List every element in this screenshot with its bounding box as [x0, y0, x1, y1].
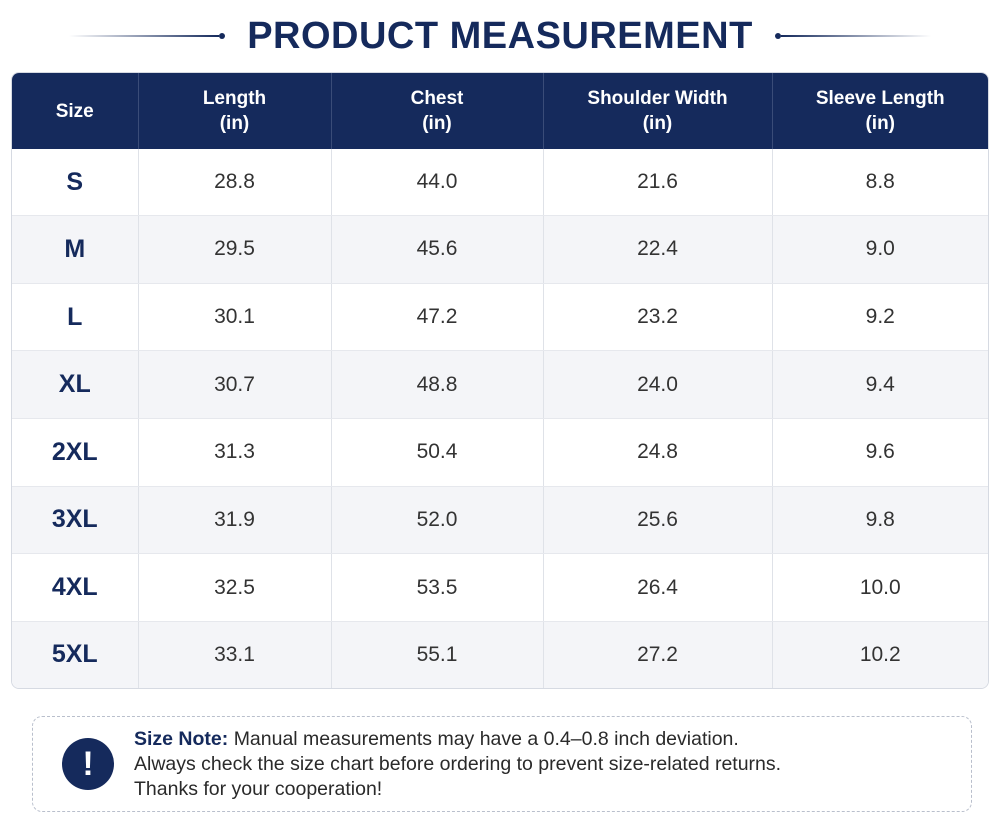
- measurement-cell: 9.4: [772, 350, 988, 419]
- size-note-box: ! Size Note: Manual measurements may hav…: [32, 716, 972, 812]
- title-decoration-left: [69, 33, 226, 39]
- measurement-table: Size Length (in) Chest (in) Shoulder Width (in…: [11, 72, 989, 689]
- measurement-cell: 9.2: [772, 283, 988, 352]
- measurement-cell: 29.5: [138, 215, 332, 284]
- column-header-unit: (in): [422, 113, 452, 134]
- table-row: 2XL 31.3 50.4 24.8 9.6: [12, 418, 988, 487]
- size-cell: 4XL: [12, 553, 139, 622]
- size-note-line-1-text: Manual measurements may have a 0.4–0.8 i…: [233, 727, 739, 750]
- measurement-cell: 55.1: [331, 621, 544, 688]
- measurement-cell: 32.5: [138, 553, 332, 622]
- page-title: PRODUCT MEASUREMENT: [247, 14, 753, 57]
- measurement-cell: 27.2: [543, 621, 773, 688]
- measurement-cell: 50.4: [331, 418, 544, 487]
- size-cell: M: [12, 215, 139, 284]
- measurement-cell: 31.9: [138, 486, 332, 555]
- measurement-cell: 24.0: [543, 350, 773, 419]
- measurement-cell: 31.3: [138, 418, 332, 487]
- size-note-line-1: Size Note: Manual measurements may have …: [134, 727, 781, 752]
- exclamation-icon: !: [62, 738, 114, 790]
- column-header: Chest (in): [331, 73, 544, 149]
- measurement-cell: 8.8: [772, 149, 988, 217]
- column-header-label: Chest: [410, 88, 464, 109]
- table-row: L 30.1 47.2 23.2 9.2: [12, 283, 988, 352]
- size-cell: L: [12, 283, 139, 352]
- measurement-cell: 10.2: [772, 621, 988, 688]
- measurement-cell: 9.6: [772, 418, 988, 487]
- table-row: M 29.5 45.6 22.4 9.0: [12, 215, 988, 284]
- size-note-text: Size Note: Manual measurements may have …: [134, 727, 781, 802]
- measurement-cell: 10.0: [772, 553, 988, 622]
- column-header-label: Sleeve Length: [815, 88, 945, 109]
- measurement-cell: 44.0: [331, 149, 544, 217]
- column-header-label: Size: [55, 100, 94, 122]
- size-cell: XL: [12, 350, 139, 419]
- column-header-unit: (in): [642, 113, 673, 134]
- measurement-cell: 25.6: [543, 486, 773, 555]
- column-header: Shoulder Width (in): [543, 73, 773, 149]
- title-row: PRODUCT MEASUREMENT: [0, 8, 1000, 64]
- measurement-cell: 26.4: [543, 553, 773, 622]
- measurement-cell: 23.2: [543, 283, 773, 352]
- measurement-cell: 30.7: [138, 350, 332, 419]
- size-note-label: Size Note:: [134, 727, 229, 750]
- size-note-line-3: Thanks for your cooperation!: [134, 777, 383, 800]
- measurement-cell: 24.8: [543, 418, 773, 487]
- measurement-cell: 47.2: [331, 283, 544, 352]
- size-cell: 5XL: [12, 621, 139, 688]
- table-row: XL 30.7 48.8 24.0 9.4: [12, 350, 988, 419]
- title-decoration-right: [774, 33, 931, 39]
- column-header: Sleeve Length (in): [772, 73, 988, 149]
- column-header: Length (in): [138, 73, 332, 149]
- size-note-line-2: Always check the size chart before order…: [134, 752, 782, 775]
- measurement-cell: 22.4: [543, 215, 773, 284]
- measurement-cell: 45.6: [331, 215, 544, 284]
- column-header-label: Length: [202, 88, 267, 109]
- measurement-cell: 52.0: [331, 486, 544, 555]
- exclamation-glyph: !: [82, 744, 94, 783]
- measurement-cell: 28.8: [138, 149, 332, 217]
- measurement-cell: 21.6: [543, 149, 773, 217]
- measurement-cell: 9.0: [772, 215, 988, 284]
- table-row: 4XL 32.5 53.5 26.4 10.0: [12, 553, 988, 622]
- table-row: S 28.8 44.0 21.6 8.8: [12, 149, 988, 217]
- measurement-cell: 48.8: [331, 350, 544, 419]
- table-header-row: Size Length (in) Chest (in) Shoulder Width (in…: [12, 73, 988, 149]
- size-cell: 3XL: [12, 486, 139, 555]
- size-cell: S: [12, 149, 139, 217]
- measurement-cell: 30.1: [138, 283, 332, 352]
- column-header-unit: (in): [865, 113, 896, 134]
- table-body: S 28.8 44.0 21.6 8.8 M 29.5 45.6 22.4 9.0 L 30.1 47.…: [12, 149, 988, 688]
- column-header: Size: [12, 73, 139, 149]
- measurement-cell: 53.5: [331, 553, 544, 622]
- measurement-cell: 9.8: [772, 486, 988, 555]
- column-header-label: Shoulder Width: [587, 88, 728, 109]
- measurement-cell: 33.1: [138, 621, 332, 688]
- size-cell: 2XL: [12, 418, 139, 487]
- table-row: 5XL 33.1 55.1 27.2 10.2: [12, 621, 988, 688]
- column-header-unit: (in): [219, 113, 250, 134]
- table-row: 3XL 31.9 52.0 25.6 9.8: [12, 486, 988, 555]
